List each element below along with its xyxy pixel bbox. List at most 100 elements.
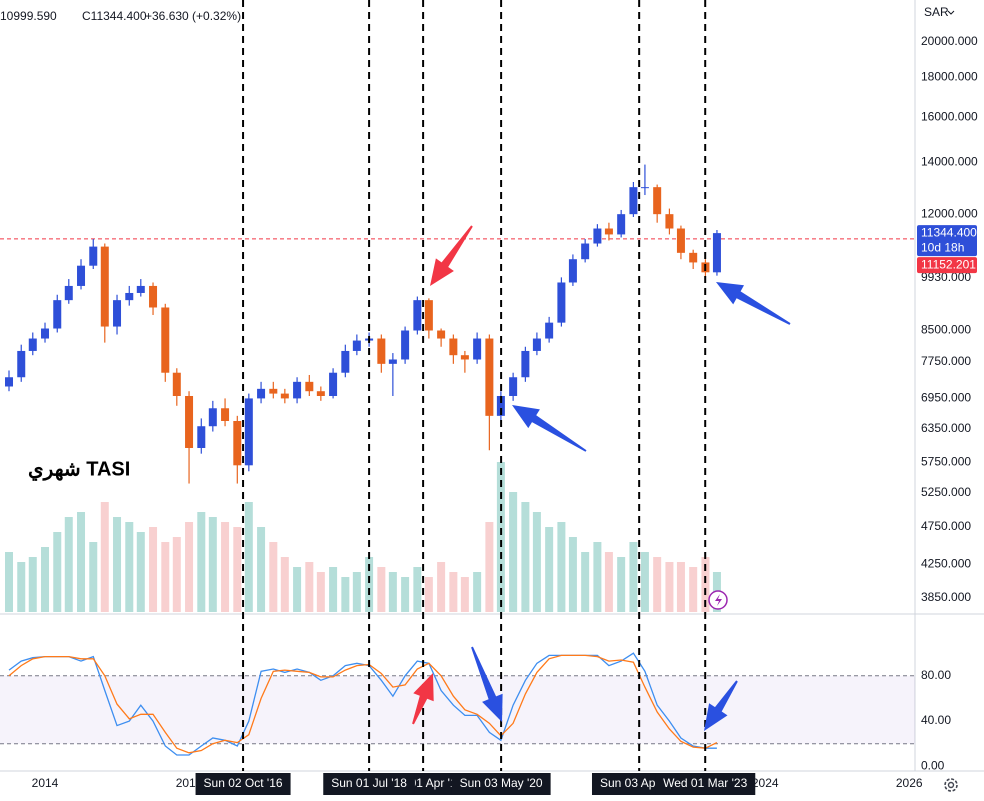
marker-box: Wed 01 Mar '23 — [655, 773, 756, 795]
y-tick-label: 0.00 — [921, 759, 945, 773]
candle-body — [712, 233, 721, 273]
candle-body — [316, 391, 325, 396]
volume-bar — [136, 532, 145, 612]
oscillator-line — [8, 654, 718, 754]
volume-bar — [473, 572, 482, 612]
annotation-arrow — [430, 225, 473, 286]
candle-body — [293, 381, 302, 399]
candle-body — [413, 300, 422, 331]
volume-bar — [568, 537, 577, 612]
volume-bar — [593, 542, 602, 612]
candle-body — [329, 372, 338, 396]
volume-bar — [233, 527, 242, 612]
volume-bar — [532, 512, 541, 612]
candle-body — [269, 388, 278, 394]
candle-body — [437, 330, 446, 339]
annotation-arrow — [512, 405, 587, 452]
volume-bar — [197, 512, 206, 612]
candle-body — [233, 420, 242, 466]
y-tick-label: 18000.000 — [921, 70, 978, 84]
annotation-arrow — [412, 673, 434, 725]
candle-body — [473, 338, 482, 360]
volume-bar — [305, 562, 314, 612]
volume-bar — [617, 557, 626, 612]
candle-body — [136, 285, 145, 293]
y-tick-label: 12000.000 — [921, 206, 978, 220]
candle-body — [689, 252, 698, 263]
volume-bar — [329, 567, 338, 612]
gear-outer[interactable] — [944, 778, 958, 792]
currency-chevron[interactable] — [947, 10, 955, 15]
settings-icon[interactable] — [944, 778, 958, 792]
band-fill — [0, 675, 915, 744]
candle-body — [532, 338, 541, 351]
y-tick-label: 40.00 — [921, 713, 951, 727]
candle-body — [485, 338, 494, 416]
volume-bar — [485, 522, 494, 612]
header-close: C11344.400 — [82, 9, 147, 23]
last-price-label: 11344.400 — [921, 225, 977, 239]
marker-box-bg — [451, 773, 551, 795]
currency[interactable]: SAR — [924, 5, 949, 19]
candle-body — [89, 246, 98, 266]
volume-bar — [665, 562, 674, 612]
candle-body — [64, 285, 73, 301]
marker-box: Sun 03 May '20 — [451, 773, 551, 795]
candle-body — [604, 228, 613, 235]
candle-body — [593, 228, 602, 244]
volume-bar — [581, 552, 590, 612]
candle-body — [653, 187, 662, 215]
volume-bar — [221, 522, 230, 612]
volume-bar — [77, 512, 86, 612]
y-tick-label: 16000.000 — [921, 109, 978, 123]
marker-label: Sun 01 Jul '18 — [331, 776, 407, 790]
x-tick-label: 2024 — [752, 776, 779, 790]
y-tick-label: 7750.000 — [921, 354, 971, 368]
volume-bar — [64, 517, 73, 612]
price-line-box — [917, 257, 977, 274]
annotation-arrow — [716, 282, 791, 325]
candle-body — [629, 187, 638, 215]
y-tick-label: 3850.000 — [921, 590, 971, 604]
candle-body — [665, 214, 674, 229]
alert-bolt[interactable] — [715, 594, 722, 606]
volume-bar — [449, 572, 458, 612]
gear-inner[interactable] — [947, 781, 955, 789]
volume-bar — [352, 572, 361, 612]
candle-body — [352, 340, 361, 351]
countdown: 10d 18h — [921, 240, 964, 254]
x-tick-label: 2014 — [32, 776, 59, 790]
volume-bar — [545, 527, 554, 612]
candle-body — [280, 393, 289, 399]
candle-body — [496, 395, 505, 416]
volume-bar — [244, 502, 253, 612]
volume-bar — [280, 557, 289, 612]
x-tick-label: 2026 — [896, 776, 923, 790]
volume-bar — [701, 557, 710, 612]
volume-bar — [653, 557, 662, 612]
volume-bar — [125, 522, 134, 612]
volume-bar — [509, 492, 518, 612]
alert-icon[interactable] — [708, 590, 728, 610]
candle-body — [617, 214, 626, 235]
marker-box-bg — [195, 773, 291, 795]
candle-body — [341, 350, 350, 373]
header-change: +36.630 (+0.32%) — [145, 9, 241, 23]
candle-body — [449, 338, 458, 356]
volume-bar — [208, 517, 217, 612]
candle-body — [17, 350, 26, 378]
candle-body — [28, 338, 37, 351]
marker-label: Sun 03 May '20 — [460, 776, 543, 790]
volume-bar — [388, 572, 397, 612]
candle-body — [172, 372, 181, 396]
candle-body — [676, 228, 685, 253]
volume-bar — [460, 577, 469, 612]
volume-bar — [53, 532, 62, 612]
candle-body — [640, 187, 649, 189]
volume-bar — [5, 552, 14, 612]
candle-body — [388, 359, 397, 364]
price-line-label: 11152.201 — [921, 257, 976, 271]
y-tick-label: 80.00 — [921, 668, 951, 682]
candle-body — [244, 398, 253, 466]
annotation-arrow — [704, 680, 738, 731]
